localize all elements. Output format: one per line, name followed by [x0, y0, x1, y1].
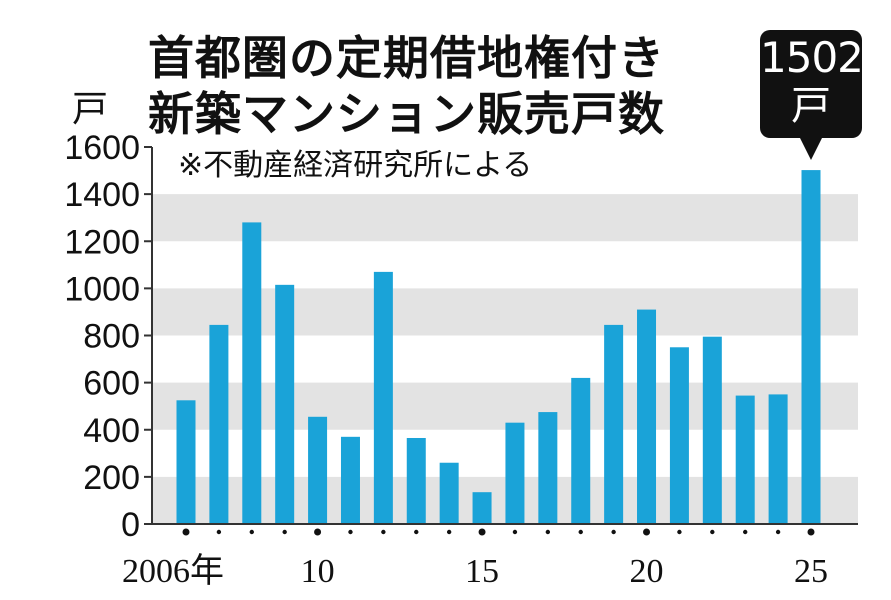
y-tick-label: 0: [121, 506, 140, 544]
y-tick-label: 800: [83, 318, 140, 356]
x-tick-dot: [743, 529, 748, 535]
x-tick-dot: [643, 528, 651, 536]
x-tick-dot: [282, 529, 287, 535]
x-tick-dot: [807, 528, 815, 536]
bar-2011: [340, 436, 360, 524]
x-tick-label: 20: [630, 553, 664, 590]
bar-2008: [242, 222, 262, 524]
bar-2010: [308, 416, 328, 524]
x-tick-dot: [446, 529, 452, 535]
y-tick-label: 1000: [64, 270, 140, 308]
bar-2017: [538, 412, 558, 524]
x-tick-dot: [414, 529, 419, 535]
x-tick-dot: [381, 529, 386, 535]
bar-2013: [406, 437, 426, 524]
y-tick-label: 1600: [64, 129, 140, 167]
value-callout: 1502 戸: [760, 30, 864, 138]
grid-band: [152, 288, 858, 336]
callout-unit: 戸: [791, 83, 831, 129]
x-tick-dot: [216, 529, 222, 535]
chart-title-line-1: 首都圏の定期借地権付き: [148, 31, 665, 85]
bar-2006: [176, 400, 196, 524]
x-tick-label: 2006年: [122, 552, 224, 590]
bar-2022: [702, 336, 722, 524]
x-tick-label: 15: [465, 553, 499, 590]
bar-2020: [637, 309, 657, 524]
bar-2019: [604, 324, 624, 524]
y-tick-label: 1400: [64, 176, 140, 214]
x-tick-dot: [348, 529, 353, 535]
bar-2009: [275, 284, 295, 524]
bar-2025: [801, 170, 821, 524]
x-tick-dot: [611, 529, 616, 535]
y-tick-label: 200: [83, 459, 140, 497]
x-tick-dot: [677, 529, 682, 535]
x-tick-dot: [545, 529, 551, 535]
bar-2015: [472, 492, 492, 524]
bar-2023: [735, 395, 755, 524]
x-tick-label: 10: [301, 553, 335, 590]
callout-pointer: [799, 136, 823, 160]
y-axis-unit-label: 戸: [72, 89, 109, 130]
y-tick-label: 400: [83, 412, 140, 450]
x-tick-label: 25: [794, 553, 828, 590]
axes: [144, 146, 858, 536]
x-tick-dot: [314, 528, 322, 536]
x-tick-labels: 2006年 10 15 20 25: [122, 552, 828, 590]
bar-2021: [669, 347, 689, 524]
y-tick-labels: 0 200 400 600 800 1000 1200 1400 1600: [64, 129, 140, 544]
bar-2012: [373, 271, 393, 524]
x-tick-dot: [182, 528, 190, 536]
y-tick-label: 600: [83, 365, 140, 403]
y-tick-label: 1200: [64, 223, 140, 261]
x-tick-dot: [512, 529, 518, 535]
x-tick-dot: [478, 528, 486, 536]
grid-band: [152, 194, 858, 242]
x-tick-dot: [578, 529, 583, 535]
x-tick-dot: [710, 529, 715, 535]
x-tick-dot: [249, 529, 254, 535]
bar-2014: [439, 462, 459, 524]
bar-2018: [571, 377, 591, 524]
bar-2007: [209, 324, 229, 524]
chart-title-line-2: 新築マンション販売戸数: [148, 87, 665, 141]
bars: [176, 170, 821, 524]
callout-value: 1502: [760, 33, 864, 82]
source-note: ※不動産経済研究所による: [178, 148, 533, 183]
bar-2016: [505, 422, 525, 524]
bar-2024: [768, 394, 788, 524]
x-tick-dot: [775, 529, 781, 535]
